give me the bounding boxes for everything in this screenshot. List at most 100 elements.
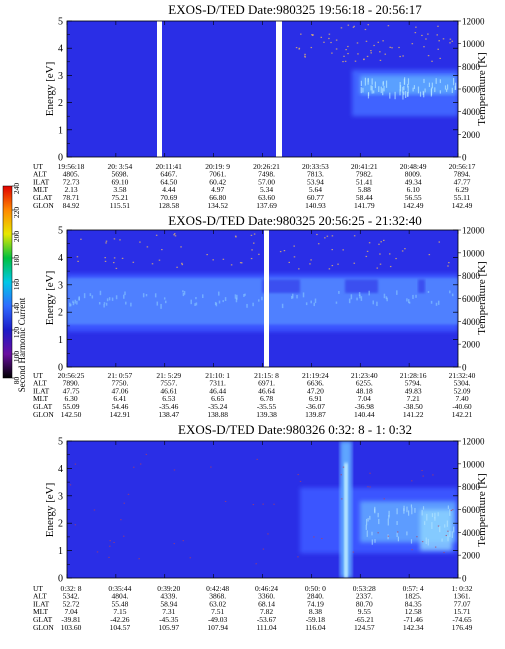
heatmap-streak	[296, 294, 298, 299]
heatmap-streak	[261, 296, 263, 301]
heatmap-streak	[430, 300, 433, 304]
table-cell: 3.58	[113, 185, 126, 194]
heatmap-streak	[69, 302, 71, 307]
table-cell: 142.21	[452, 410, 473, 419]
colorbar-label: Second Harmonic Current	[17, 297, 27, 392]
heatmap-speckle	[388, 253, 391, 255]
panel-1-ylabel-right: Temperature [K]	[476, 52, 488, 125]
heatmap-streak	[402, 91, 404, 100]
heatmap-speckle	[389, 265, 392, 268]
table-row-label: UT	[33, 584, 43, 593]
heatmap-speckle	[279, 250, 282, 253]
heatmap-speckle	[352, 551, 355, 553]
heatmap-speckle	[438, 241, 441, 243]
heatmap-streak	[385, 80, 388, 88]
heatmap-streak	[335, 301, 338, 304]
ytick-label: 3	[58, 491, 63, 502]
heatmap-speckle	[258, 253, 260, 255]
ytick-right-label: 6000	[462, 85, 481, 95]
table-row-label: ALT	[33, 170, 47, 179]
heatmap-speckle	[411, 480, 413, 482]
heatmap-speckle	[174, 235, 177, 237]
heatmap-streak	[359, 294, 361, 299]
table-cell: 7498.	[258, 170, 275, 179]
heatmap-streak	[449, 509, 451, 516]
heatmap-streak	[406, 531, 408, 536]
heatmap-speckle	[380, 241, 382, 243]
ytick-right-label: 4000	[462, 107, 481, 117]
table-cell: 7.04	[64, 607, 77, 616]
heatmap-speckle	[267, 533, 269, 535]
colorbar-tick-label: 100	[12, 351, 21, 363]
heatmap-streak	[451, 87, 453, 93]
table-cell: 70.69	[160, 193, 177, 202]
heatmap-speckle	[328, 37, 330, 40]
heatmap-streak	[413, 85, 415, 90]
heatmap-streak	[367, 91, 370, 96]
heatmap-speckle	[347, 24, 350, 26]
heatmap-streak	[218, 291, 220, 296]
table-cell: 0:57: 4	[403, 584, 424, 593]
heatmap-streak	[371, 531, 373, 536]
heatmap-speckle	[384, 53, 387, 55]
heatmap-speckle	[368, 242, 371, 244]
heatmap-streak	[182, 290, 184, 293]
heatmap-speckle	[364, 28, 367, 31]
panel-3-ylabel: Energy [eV]	[44, 483, 56, 537]
ytick-right-label: 6000	[462, 294, 481, 304]
table-cell: 46.61	[160, 386, 177, 395]
table-cell: 6.29	[455, 185, 468, 194]
heatmap-speckle	[331, 52, 333, 54]
heatmap-streak	[410, 539, 413, 544]
heatmap-streak	[427, 290, 430, 293]
heatmap-streak	[439, 90, 441, 94]
heatmap-streak	[403, 505, 405, 512]
table-cell: 69.10	[111, 177, 128, 186]
heatmap-streak	[360, 87, 362, 94]
heatmap-speckle	[438, 40, 440, 42]
heatmap-speckle	[69, 484, 72, 486]
ytick-label: 5	[58, 17, 63, 28]
heatmap-speckle	[310, 259, 312, 261]
table-cell: 1: 0:32	[451, 584, 472, 593]
heatmap-streak	[396, 508, 398, 515]
heatmap-bright-patch	[420, 509, 452, 551]
table-row-label: GLAT	[33, 615, 53, 624]
heatmap-speckle	[379, 263, 382, 265]
colorbar-tick-label: 220	[12, 207, 21, 219]
heatmap-speckle	[378, 243, 380, 245]
heatmap-speckle	[298, 268, 300, 270]
table-cell: 2840.	[307, 592, 324, 601]
heatmap-speckle	[121, 257, 124, 259]
heatmap-speckle	[347, 45, 349, 48]
heatmap-speckle	[395, 257, 397, 260]
heatmap-streak	[387, 518, 389, 526]
heatmap-streak	[302, 292, 305, 298]
heatmap-speckle	[74, 524, 77, 526]
heatmap-speckle	[234, 235, 237, 237]
ytick-right-label: 0	[462, 574, 467, 584]
heatmap-streak	[360, 296, 363, 301]
table-cell: 53.94	[307, 177, 324, 186]
heatmap-streak	[434, 87, 436, 93]
heatmap-streak	[405, 91, 407, 99]
ytick-right-label: 6000	[462, 505, 481, 515]
heatmap-speckle	[357, 53, 359, 55]
table-cell: 142.49	[403, 201, 424, 210]
table-cell: -59.18	[306, 615, 326, 624]
heatmap-streak	[422, 90, 424, 95]
heatmap-speckle	[363, 58, 365, 60]
table-cell: 60.77	[307, 193, 324, 202]
heatmap-streak	[145, 294, 148, 297]
heatmap-speckle	[104, 257, 106, 259]
ytick-label: 1	[58, 335, 63, 346]
table-cell: 124.57	[354, 623, 375, 632]
table-cell: 4.97	[211, 185, 224, 194]
heatmap-streak	[243, 294, 245, 298]
table-cell: 7.31	[162, 607, 175, 616]
table-cell: 142.49	[452, 201, 473, 210]
table-cell: 5794.	[405, 379, 422, 388]
table-cell: 0:46:24	[255, 584, 278, 593]
heatmap-streak	[408, 510, 410, 516]
heatmap-streak	[252, 302, 254, 307]
